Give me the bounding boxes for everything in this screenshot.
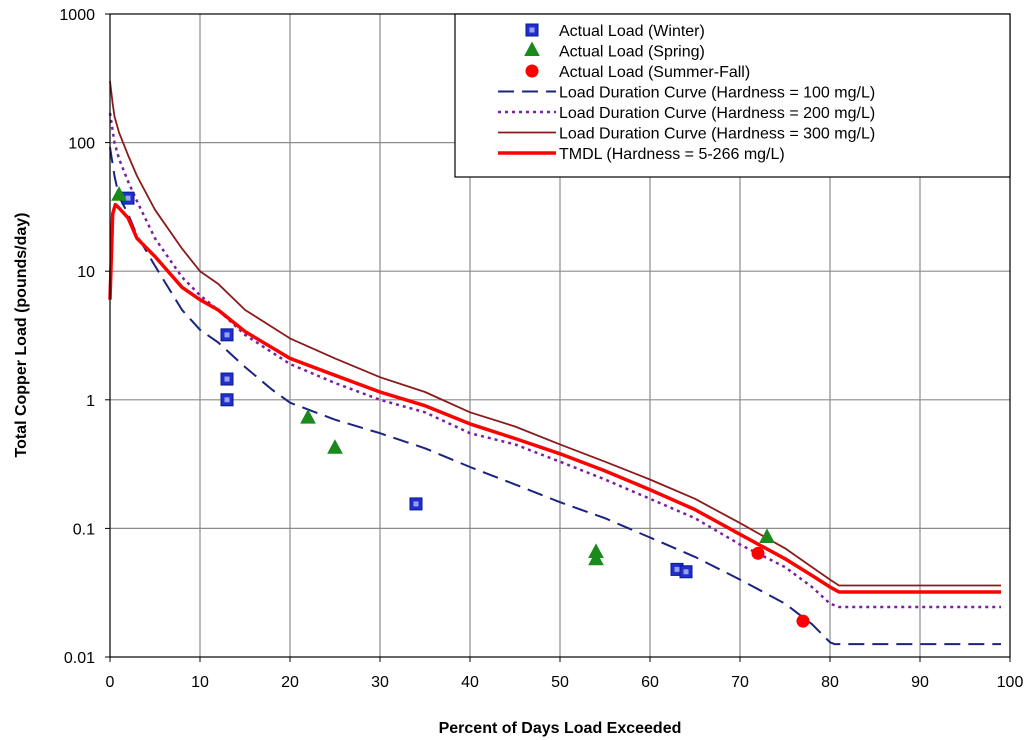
x-tick-label: 20	[281, 674, 299, 691]
data-point-square	[679, 565, 693, 579]
data-point-square-highlight	[224, 397, 230, 403]
data-point-square	[220, 372, 234, 386]
x-tick-label: 40	[461, 674, 479, 691]
x-tick-label: 100	[997, 674, 1024, 691]
data-point-square-highlight	[413, 501, 419, 507]
data-point-square-highlight	[683, 569, 689, 575]
series-line-4	[108, 202, 1001, 594]
series-layer	[108, 81, 1001, 646]
legend-marker-highlight	[529, 27, 535, 33]
data-point-square-highlight	[224, 376, 230, 382]
legend-label: Actual Load (Winter)	[559, 23, 705, 40]
y-tick-label: 0.1	[73, 521, 95, 538]
legend-label: Load Duration Curve (Hardness = 200 mg/L…	[559, 105, 875, 122]
data-point-triangle	[300, 409, 316, 424]
legend-label: Load Duration Curve (Hardness = 100 mg/L…	[559, 85, 875, 102]
data-point-square	[409, 497, 423, 511]
x-tick-label: 60	[641, 674, 659, 691]
y-tick-label: 0.01	[64, 650, 95, 667]
legend-label: TMDL (Hardness = 5-266 mg/L)	[559, 146, 785, 163]
legend-label: Actual Load (Spring)	[559, 44, 705, 61]
x-tick-label: 90	[911, 674, 929, 691]
legend-marker	[525, 23, 539, 37]
legend-label: Actual Load (Summer-Fall)	[559, 64, 750, 81]
data-point-circle	[796, 614, 810, 628]
legend-marker	[525, 64, 539, 78]
data-point-square-highlight	[224, 332, 230, 338]
data-point-circle	[751, 546, 765, 560]
series-line-2	[108, 112, 1001, 609]
legend-box	[454, 13, 1011, 178]
data-point-square-highlight	[125, 195, 131, 201]
y-tick-label: 1000	[59, 7, 95, 24]
legend-marker	[524, 41, 540, 56]
x-axis-ticks: 0 10 20 30 40 50 60 70 80 90 100	[106, 657, 1024, 691]
data-point-triangle	[327, 439, 343, 454]
y-tick-label: 10	[77, 264, 95, 281]
x-tick-label: 80	[821, 674, 839, 691]
y-tick-label: 1	[86, 393, 95, 410]
x-tick-label: 70	[731, 674, 749, 691]
legend-label: Load Duration Curve (Hardness = 300 mg/L…	[559, 126, 875, 143]
data-point-square	[220, 328, 234, 342]
x-tick-label: 0	[106, 674, 115, 691]
x-tick-label: 10	[191, 674, 209, 691]
data-point-square-highlight	[674, 566, 680, 572]
y-tick-label: 100	[68, 136, 95, 153]
y-axis-title: Total Copper Load (pounds/day)	[13, 212, 30, 457]
data-point-triangle	[759, 528, 775, 543]
x-axis-title: Percent of Days Load Exceeded	[439, 720, 682, 737]
x-tick-label: 30	[371, 674, 389, 691]
y-axis-ticks: 0.01 0.1 1 10 100 1000	[59, 7, 110, 667]
data-point-triangle	[588, 550, 604, 566]
x-tick-label: 50	[551, 674, 569, 691]
data-point-square	[220, 393, 234, 407]
data-point-triangle	[111, 186, 127, 201]
legend: Actual Load (Winter) Actual Load (Spring)…	[454, 13, 1011, 178]
